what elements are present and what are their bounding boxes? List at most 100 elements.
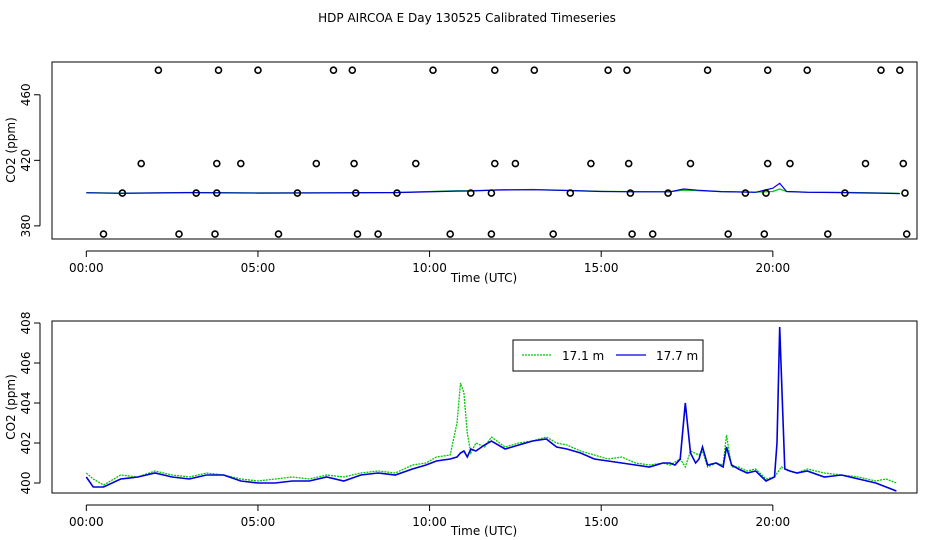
calibration-point <box>137 159 145 168</box>
bottom-x-axis: 00:00 05:00 10:00 15:00 20:00 <box>69 504 791 529</box>
calibration-point <box>429 66 437 74</box>
calibration-point <box>841 189 849 197</box>
calibration-point <box>348 66 357 74</box>
bottom-y-axis: 400 402 404 406 408 <box>19 312 41 495</box>
calibration-point <box>895 66 904 74</box>
calibration-point <box>411 159 420 168</box>
bottom-y-tick-label: 404 <box>19 392 33 415</box>
bottom-x-tick-label: 05:00 <box>241 515 276 529</box>
top-x-tick-label: 15:00 <box>584 261 619 275</box>
top-x-axis: 00:00 05:00 10:00 15:00 20:00 <box>69 250 791 275</box>
calibration-point <box>214 66 223 74</box>
calibration-point <box>786 159 794 168</box>
top-series-line <box>86 182 900 195</box>
bottom-y-axis-label: CO2 (ppm) <box>4 374 18 440</box>
calibration-point <box>624 159 633 168</box>
calibration-point <box>490 159 499 168</box>
bottom-x-tick-label: 15:00 <box>584 515 619 529</box>
calibration-point <box>175 230 183 238</box>
calibration-point <box>549 230 558 238</box>
bottom-plot-frame <box>51 320 918 494</box>
calibration-point <box>587 159 595 168</box>
calibration-point <box>530 66 539 74</box>
calibration-point <box>487 189 496 197</box>
calibration-point <box>466 189 475 197</box>
calibration-point <box>237 159 245 168</box>
calibration-point <box>741 189 750 197</box>
calibration-point <box>192 189 200 197</box>
top-y-tick-label: 460 <box>19 83 33 106</box>
bottom-y-tick-label: 402 <box>19 432 33 455</box>
bottom-x-tick-label: 20:00 <box>756 515 791 529</box>
calibration-point <box>274 230 283 238</box>
calibration-point <box>628 230 636 238</box>
calibration-point <box>762 189 770 197</box>
top-y-tick-label: 380 <box>19 214 33 237</box>
calibration-point <box>763 66 772 74</box>
top-plot-frame <box>51 61 918 240</box>
calibration-point <box>446 230 455 238</box>
calibration-point <box>823 230 832 238</box>
calibration-point <box>803 66 812 74</box>
calibration-point <box>511 159 520 168</box>
calibration-point <box>213 159 221 168</box>
calibration-point <box>490 66 499 74</box>
calibration-point <box>350 159 358 168</box>
bottom-x-tick-label: 10:00 <box>412 515 447 529</box>
calibration-point <box>213 189 221 197</box>
calibration-point <box>861 159 870 168</box>
calibration-point <box>293 189 302 197</box>
top-calibration-points <box>99 66 911 238</box>
figure-title: HDP AIRCOA E Day 130525 Calibrated Times… <box>318 11 616 25</box>
bottom-y-tick-label: 406 <box>19 352 33 375</box>
calibration-point <box>760 230 769 238</box>
legend-label-17-1m: 17.1 m <box>562 349 604 363</box>
top-y-axis-label: CO2 (ppm) <box>4 117 18 183</box>
calibration-point <box>763 159 772 168</box>
top-x-axis-label: Time (UTC) <box>450 271 517 285</box>
calibration-point <box>353 230 362 238</box>
calibration-point <box>686 159 695 168</box>
calibration-point <box>604 66 612 74</box>
calibration-point <box>648 230 657 238</box>
calibration-point <box>351 189 360 197</box>
bottom-x-axis-label: Time (UTC) <box>450 524 517 538</box>
top-panel: 00:00 05:00 10:00 15:00 20:00 380 420 460 Time… <box>4 61 918 285</box>
legend-label-17-7m: 17.7 m <box>656 349 698 363</box>
top-y-axis: 380 420 460 <box>19 83 41 237</box>
calibration-point <box>703 66 712 74</box>
bottom-x-tick-label: 00:00 <box>69 515 104 529</box>
calibration-point <box>902 230 911 238</box>
calibration-point <box>899 159 908 168</box>
series-line-17-7m <box>85 326 897 492</box>
top-x-tick-label: 05:00 <box>241 261 276 275</box>
top-y-tick-label: 420 <box>19 149 33 172</box>
top-series-lines <box>86 182 900 195</box>
calibration-point <box>487 230 496 238</box>
top-x-tick-label: 00:00 <box>69 261 104 275</box>
calibration-point <box>211 230 219 238</box>
bottom-y-tick-label: 408 <box>19 312 33 335</box>
bottom-panel: 00:00 05:00 10:00 15:00 20:00 40040240440640… <box>4 312 918 538</box>
calibration-point <box>312 159 321 168</box>
calibration-point <box>393 189 401 197</box>
calibration-point <box>877 66 885 74</box>
calibration-point <box>254 66 262 74</box>
bottom-y-tick-label: 400 <box>19 472 33 495</box>
calibration-point <box>664 189 672 197</box>
calibration-point <box>154 66 163 74</box>
series-line-17-1m <box>85 382 897 486</box>
calibration-point <box>374 230 382 238</box>
bottom-series-lines <box>85 326 897 492</box>
calibration-point <box>724 230 733 238</box>
top-x-tick-label: 20:00 <box>756 261 791 275</box>
calibration-point <box>901 189 909 197</box>
calibration-point <box>566 189 575 197</box>
calibration-point <box>626 189 635 197</box>
calibration-point <box>623 66 631 74</box>
top-x-tick-label: 10:00 <box>412 261 447 275</box>
calibration-point <box>329 66 338 74</box>
legend: 17.1 m 17.7 m <box>512 339 704 372</box>
calibration-point <box>118 189 127 197</box>
